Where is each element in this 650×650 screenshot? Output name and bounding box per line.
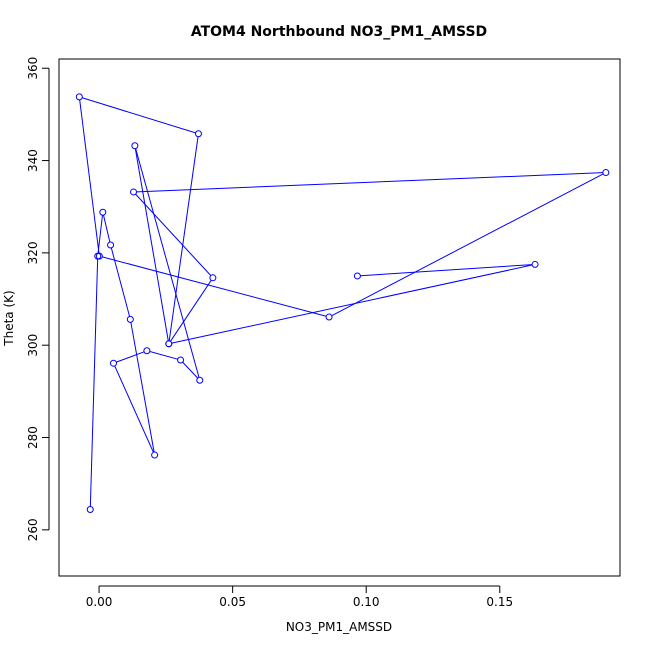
- series-segment: [130, 322, 155, 453]
- data-point: [194, 130, 202, 138]
- y-tick-label: 280: [26, 426, 40, 449]
- x-axis-label: NO3_PM1_AMSSD: [286, 620, 392, 634]
- series-line: [79, 97, 604, 507]
- data-point: [209, 274, 217, 282]
- data-point: [109, 359, 117, 367]
- data-point: [602, 169, 610, 177]
- series-segment: [135, 193, 212, 276]
- y-tick-label: 360: [26, 57, 40, 80]
- data-point: [531, 260, 539, 268]
- series-segment: [116, 351, 145, 363]
- y-axis: 260 280 300 320 340 360: [26, 57, 50, 541]
- data-point: [130, 188, 138, 196]
- series-segment: [149, 351, 178, 360]
- series-points: [75, 93, 610, 514]
- data-point: [94, 252, 102, 260]
- series-segment: [114, 365, 154, 453]
- x-tick-label: 0.10: [353, 595, 380, 609]
- series-segment: [360, 264, 533, 277]
- chart-title: ATOM4 Northbound NO3_PM1_AMSSD: [191, 24, 487, 40]
- data-point: [196, 376, 204, 384]
- series-segment: [102, 256, 327, 317]
- data-point: [126, 315, 134, 323]
- y-tick-label: 300: [26, 334, 40, 357]
- y-tick-label: 320: [26, 241, 40, 264]
- x-tick-label: 0.00: [86, 595, 113, 609]
- series-segment: [135, 148, 200, 378]
- data-point: [177, 356, 185, 364]
- data-point: [165, 340, 173, 348]
- series-segment: [103, 215, 111, 243]
- series-segment: [331, 173, 604, 317]
- y-axis-label: Theta (K): [2, 290, 16, 346]
- series-segment: [134, 148, 169, 341]
- data-point: [75, 93, 83, 101]
- data-point: [107, 241, 115, 249]
- series-segment: [82, 97, 196, 134]
- series-segment: [182, 361, 199, 379]
- data-point: [151, 451, 159, 459]
- data-point: [325, 313, 333, 321]
- x-tick-label: 0.05: [219, 595, 246, 609]
- x-axis: 0.00 0.05 0.10 0.15: [86, 585, 513, 609]
- series-segment: [97, 215, 103, 254]
- y-tick-label: 340: [26, 149, 40, 172]
- data-point: [353, 272, 361, 280]
- series-segment: [171, 264, 533, 344]
- series-segment: [136, 172, 603, 193]
- data-point: [99, 208, 107, 216]
- y-tick-label: 260: [26, 518, 40, 541]
- series-segment: [79, 99, 100, 254]
- data-point: [86, 506, 94, 514]
- series-segment: [110, 247, 131, 317]
- x-tick-label: 0.15: [486, 595, 513, 609]
- data-point: [131, 142, 139, 150]
- series-segment: [170, 280, 212, 342]
- series-segment: [168, 136, 199, 341]
- plot-frame: [58, 58, 621, 577]
- series-segment: [89, 259, 99, 507]
- data-point: [143, 347, 151, 355]
